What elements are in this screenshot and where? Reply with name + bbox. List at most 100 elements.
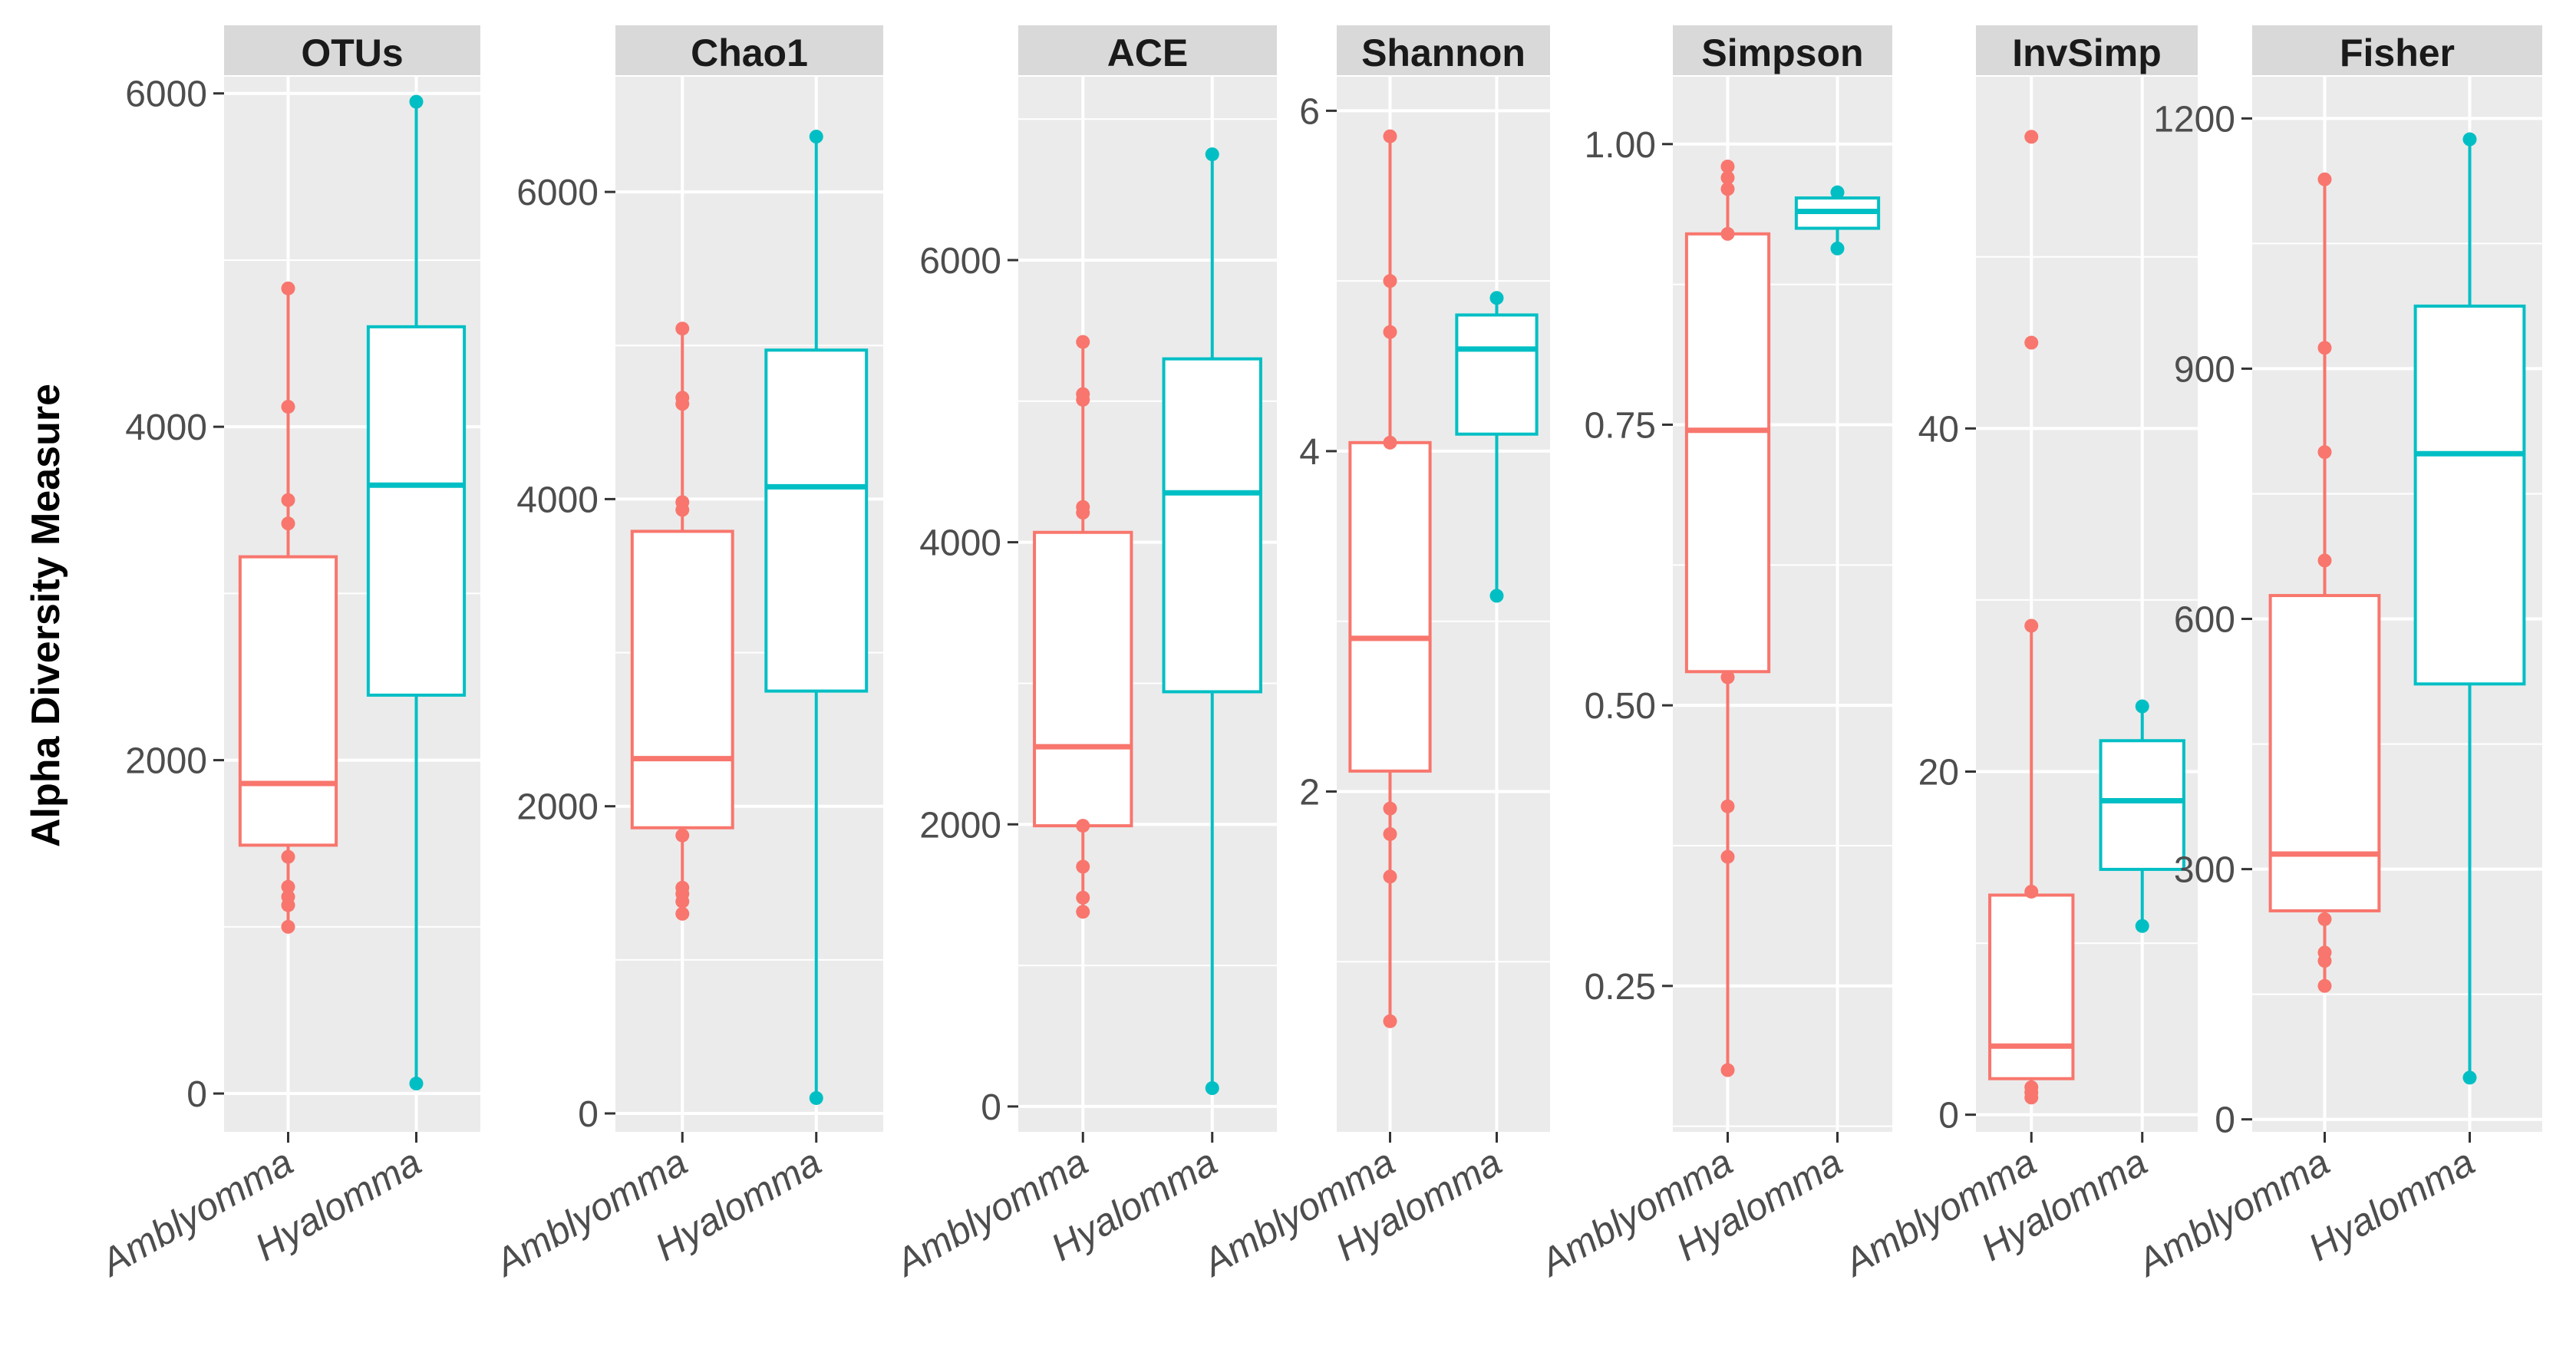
data-point: [675, 495, 690, 510]
box-iqr: [2268, 594, 2381, 912]
data-point: [1383, 869, 1397, 884]
facet-title: InvSimp: [2012, 31, 2161, 74]
y-tick-label: 300: [2174, 850, 2235, 891]
data-point: [1720, 1063, 1735, 1077]
data-point: [1489, 291, 1504, 305]
data-point: [2024, 1080, 2039, 1094]
y-tick-label: 4000: [516, 480, 599, 520]
data-point: [675, 828, 690, 843]
y-tick-label: 0: [578, 1094, 599, 1135]
y-tick-label: 900: [2174, 349, 2235, 390]
data-point: [1720, 849, 1735, 864]
y-tick-label: 4000: [919, 523, 1001, 564]
data-point: [2317, 341, 2332, 355]
y-tick-label: 6: [1299, 91, 1320, 132]
facet-strip: [1673, 25, 1892, 75]
data-point: [675, 906, 690, 921]
data-point: [281, 493, 295, 507]
y-tick-label: 0.50: [1585, 686, 1656, 727]
data-point: [2462, 132, 2477, 147]
data-point: [1205, 147, 1219, 162]
data-point: [1076, 819, 1090, 833]
y-tick-label: 2000: [919, 805, 1001, 846]
y-tick-label: 0: [1938, 1096, 1959, 1136]
data-point: [1383, 1014, 1397, 1028]
data-point: [1489, 589, 1504, 603]
data-point: [2024, 884, 2039, 899]
y-tick-label: 2000: [516, 787, 599, 828]
y-tick-label: 4: [1299, 432, 1320, 473]
box-iqr: [1162, 357, 1262, 694]
y-tick-label: 600: [2174, 600, 2235, 641]
facet-title: Fisher: [2340, 31, 2455, 74]
box-iqr: [1988, 893, 2075, 1080]
data-point: [2024, 335, 2039, 350]
data-point: [2317, 553, 2332, 568]
facet-strip: [1337, 25, 1550, 75]
y-tick-label: 4000: [125, 407, 207, 448]
box-iqr: [2413, 304, 2526, 686]
data-point: [281, 281, 295, 295]
data-point: [1720, 226, 1735, 241]
y-tick-label: 6000: [125, 74, 207, 115]
box-iqr: [2099, 739, 2185, 871]
data-point: [1720, 160, 1735, 174]
data-point: [409, 1077, 424, 1091]
box-iqr: [1348, 440, 1432, 773]
data-point: [1720, 670, 1735, 684]
data-point: [1720, 799, 1735, 813]
data-point: [1383, 826, 1397, 841]
facet-strip: [615, 25, 883, 75]
data-point: [675, 322, 690, 336]
data-point: [281, 889, 295, 904]
facet-title: ACE: [1107, 31, 1189, 74]
data-point: [1383, 129, 1397, 143]
box-iqr: [238, 555, 338, 847]
x-tick-label: Hyalomma: [2301, 1140, 2482, 1269]
data-point: [2317, 172, 2332, 186]
data-point: [809, 130, 823, 144]
data-point: [2024, 618, 2039, 633]
facet-strip: [1018, 25, 1277, 75]
box-iqr: [366, 325, 467, 697]
y-tick-label: 0: [981, 1087, 1001, 1128]
data-point: [281, 919, 295, 934]
y-tick-label: 1.00: [1585, 125, 1656, 166]
y-tick-label: 1200: [2153, 99, 2235, 140]
data-point: [1076, 890, 1090, 905]
facet-title: Simpson: [1701, 31, 1863, 74]
data-point: [675, 880, 690, 895]
y-tick-label: 0.25: [1585, 967, 1656, 1008]
y-tick-label: 20: [1918, 752, 1959, 793]
box-iqr: [1033, 530, 1133, 828]
data-point: [409, 94, 424, 109]
y-tick-label: 6000: [919, 241, 1001, 282]
data-point: [1830, 185, 1845, 200]
data-point: [809, 1090, 823, 1105]
y-tick-label: 40: [1918, 409, 1959, 450]
data-point: [2317, 445, 2332, 460]
y-tick-label: 0: [2215, 1100, 2235, 1141]
data-point: [1830, 241, 1845, 256]
y-tick-label: 0.75: [1585, 405, 1656, 446]
data-point: [2135, 919, 2149, 933]
y-tick-label: 6000: [516, 173, 599, 213]
data-point: [1076, 500, 1090, 514]
data-point: [2462, 1070, 2477, 1085]
data-point: [2317, 945, 2332, 960]
data-point: [281, 516, 295, 531]
data-point: [281, 879, 295, 894]
y-tick-label: 2: [1299, 772, 1320, 813]
data-point: [2135, 699, 2149, 714]
y-tick-label: 0: [186, 1074, 207, 1115]
facet-strip: [2252, 25, 2542, 75]
data-point: [2317, 978, 2332, 993]
box-iqr: [764, 348, 869, 693]
box-iqr: [1455, 313, 1539, 436]
facet-title: Shannon: [1361, 31, 1525, 74]
data-point: [1383, 801, 1397, 816]
data-point: [1076, 387, 1090, 401]
data-point: [281, 400, 295, 414]
facet-strip: [224, 25, 480, 75]
